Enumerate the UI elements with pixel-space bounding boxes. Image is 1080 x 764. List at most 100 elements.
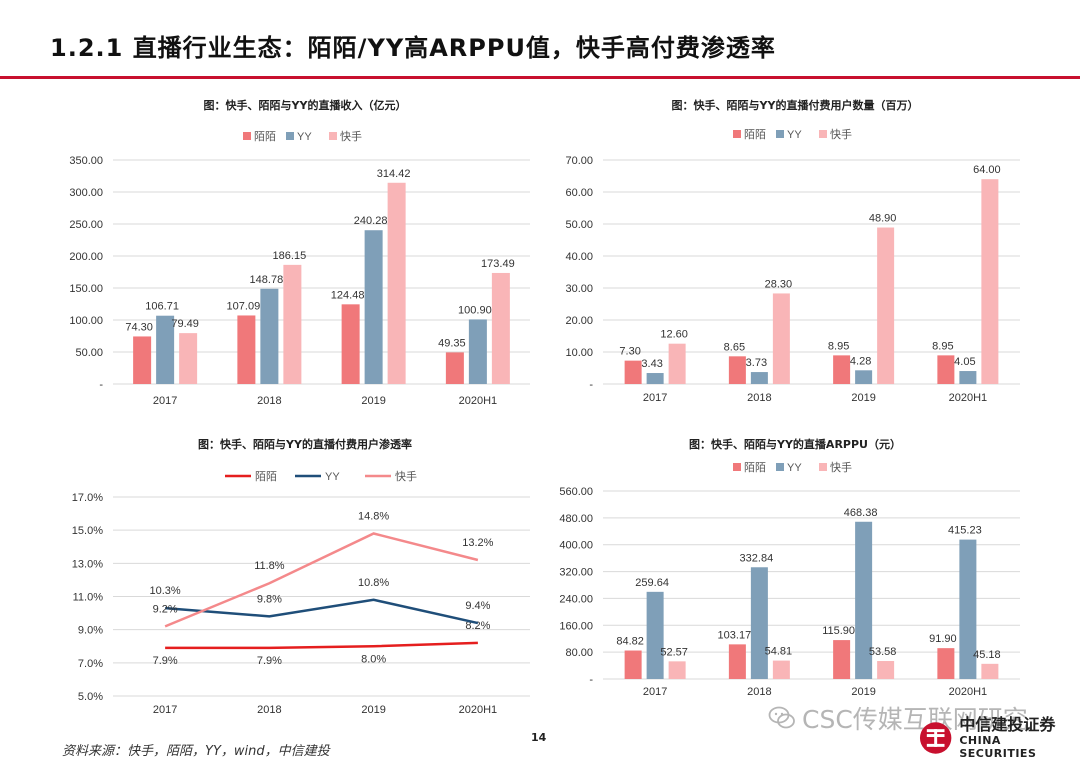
penetration-ytick-label: 9.0% <box>78 625 103 637</box>
revenue-bar-yy <box>364 230 383 384</box>
revenue-bar-kuaishou <box>283 264 302 384</box>
revenue-bar-yy <box>156 315 175 384</box>
payusers-chart: 图：快手、陌陌与YY的直播付费用户数量（百万） - 10.00 20.00 30.00… <box>545 92 1045 422</box>
payusers-chart-title: 图：快手、陌陌与YY的直播付费用户数量（百万） <box>671 99 919 112</box>
penetration-ytick-label: 11.0% <box>73 592 104 604</box>
payusers-bar-kuaishou <box>981 179 999 384</box>
payusers-data-label-momo: 8.95 <box>828 340 849 352</box>
revenue-ytick-label: 350.00 <box>69 155 103 167</box>
penetration-data-label-yy: 9.4% <box>465 600 490 612</box>
payusers-bar-kuaishou <box>877 227 895 384</box>
arppu-data-label-momo: 84.82 <box>616 636 644 648</box>
revenue-ytick-label: 50.00 <box>75 347 103 359</box>
revenue-data-label-kuaishou: 314.42 <box>377 168 411 180</box>
payusers-legend-label-yy: YY <box>787 129 802 141</box>
penetration-data-label-momo: 7.9% <box>153 655 178 667</box>
arppu-data-label-yy: 468.38 <box>844 507 878 519</box>
revenue-legend-swatch-yy <box>286 132 294 140</box>
arppu-chart-svg: - 80.00 160.00 240.00 320.00 400.00 480.00 560.… <box>559 460 1020 698</box>
payusers-bar-yy <box>646 373 664 384</box>
payusers-bar-momo <box>624 360 642 384</box>
revenue-bar-kuaishou <box>491 272 510 384</box>
payusers-xtick-label: 2018 <box>747 392 771 404</box>
arppu-bar-yy <box>750 567 768 679</box>
revenue-legend: 陌陌 YY 快手 <box>243 129 362 143</box>
penetration-data-label-momo: 7.9% <box>257 655 282 667</box>
penetration-data-label-yy: 9.8% <box>257 593 282 605</box>
penetration-ytick-label: 13.0% <box>72 558 103 570</box>
arppu-ytick-label: 80.00 <box>565 647 593 659</box>
arppu-legend-label-kuaishou: 快手 <box>830 460 852 474</box>
penetration-line-momo <box>165 641 478 650</box>
arppu-ytick-label: 240.00 <box>559 593 593 605</box>
penetration-chart-svg: 5.0% 7.0% 9.0% 11.0% 13.0% 15.0% 17.0% 陌陌 YY 快手 20… <box>72 469 530 716</box>
arppu-legend-swatch-yy <box>776 463 784 471</box>
payusers-legend: 陌陌 YY 快手 <box>733 127 852 141</box>
arppu-legend: 陌陌 YY 快手 <box>733 460 852 474</box>
logo-en: CHINA SECURITIES <box>959 733 1037 760</box>
penetration-data-label-momo: 8.2% <box>465 620 490 632</box>
penetration-xtick-label: 2020H1 <box>459 704 498 716</box>
penetration-legend: 陌陌 YY 快手 <box>225 469 417 483</box>
arppu-legend-label-yy: YY <box>787 462 802 474</box>
revenue-xtick-label: 2018 <box>257 395 281 407</box>
csc-logo: 中信建投证券 CHINA SECURITIES <box>918 716 1080 760</box>
arppu-data-label-momo: 91.90 <box>929 633 957 645</box>
penetration-data-label-yy: 10.8% <box>358 577 389 589</box>
penetration-ytick-label: 5.0% <box>78 691 103 703</box>
arppu-ytick-label: 400.00 <box>559 540 593 552</box>
arppu-bar-momo <box>937 648 955 679</box>
arppu-bar-momo <box>833 640 851 679</box>
penetration-chart: 图：快手、陌陌与YY的直播付费用户渗透率 5.0% 7.0% 9.0% 11.0% 13… <box>55 432 555 732</box>
payusers-bar-momo <box>728 356 746 384</box>
arppu-ytick-label: 560.00 <box>559 486 593 498</box>
revenue-data-label-yy: 240.28 <box>354 215 388 227</box>
arppu-data-label-kuaishou: 45.18 <box>973 649 1001 661</box>
revenue-data-label-yy: 100.90 <box>458 304 492 316</box>
payusers-chart-svg: - 10.00 20.00 30.00 40.00 50.00 60.00 70.00 陌陌 YY… <box>565 127 1020 404</box>
payusers-bar-momo <box>833 355 851 384</box>
penetration-xtick-label: 2019 <box>361 704 385 716</box>
penetration-chart-title: 图：快手、陌陌与YY的直播付费用户渗透率 <box>198 438 412 451</box>
arppu-bar-momo <box>728 644 746 679</box>
revenue-legend-swatch-momo <box>243 132 251 140</box>
revenue-bar-momo <box>341 304 360 384</box>
penetration-data-label-kuaishou: 9.2% <box>153 603 178 615</box>
arppu-xtick-label: 2018 <box>747 686 771 698</box>
arppu-bar-kuaishou <box>981 663 999 679</box>
arppu-data-label-momo: 103.17 <box>718 629 752 641</box>
arppu-data-label-kuaishou: 54.81 <box>765 646 793 658</box>
penetration-legend-label-kuaishou: 快手 <box>395 469 417 483</box>
revenue-bar-kuaishou <box>387 182 406 384</box>
payusers-bar-yy <box>855 370 873 384</box>
penetration-line-kuaishou <box>164 532 479 628</box>
payusers-xtick-label: 2020H1 <box>949 392 988 404</box>
penetration-data-label-momo: 8.0% <box>361 653 386 665</box>
payusers-ytick-label: 10.00 <box>565 347 593 359</box>
payusers-bar-yy <box>750 372 768 384</box>
payusers-data-label-kuaishou: 64.00 <box>973 164 1001 176</box>
revenue-data-label-momo: 124.48 <box>331 289 365 301</box>
arppu-bar-yy <box>855 521 873 679</box>
payusers-data-label-kuaishou: 12.60 <box>660 329 688 341</box>
payusers-ytick-label: 30.00 <box>565 283 593 295</box>
arppu-data-label-yy: 415.23 <box>948 525 982 537</box>
payusers-bar-kuaishou <box>668 343 686 384</box>
payusers-data-label-yy: 3.73 <box>746 357 767 369</box>
penetration-data-label-kuaishou: 13.2% <box>462 537 493 549</box>
arppu-bar-kuaishou <box>668 661 686 679</box>
arppu-data-label-momo: 115.90 <box>822 625 855 637</box>
csc-logo-icon <box>919 722 952 754</box>
arppu-ytick-label: - <box>589 674 593 686</box>
revenue-data-label-yy: 148.78 <box>250 274 284 286</box>
payusers-legend-label-kuaishou: 快手 <box>830 127 852 141</box>
revenue-legend-label-momo: 陌陌 <box>254 130 276 143</box>
revenue-bar-yy <box>468 319 487 384</box>
revenue-data-label-momo: 74.30 <box>125 321 153 333</box>
source-note: 资料来源：快手，陌陌，YY，wind，中信建投 <box>62 744 330 759</box>
penetration-xtick-label: 2018 <box>257 704 281 716</box>
penetration-ytick-label: 17.0% <box>72 492 103 504</box>
arppu-bar-yy <box>959 539 977 679</box>
revenue-xtick-label: 2020H1 <box>459 395 498 407</box>
payusers-legend-swatch-yy <box>776 130 784 138</box>
